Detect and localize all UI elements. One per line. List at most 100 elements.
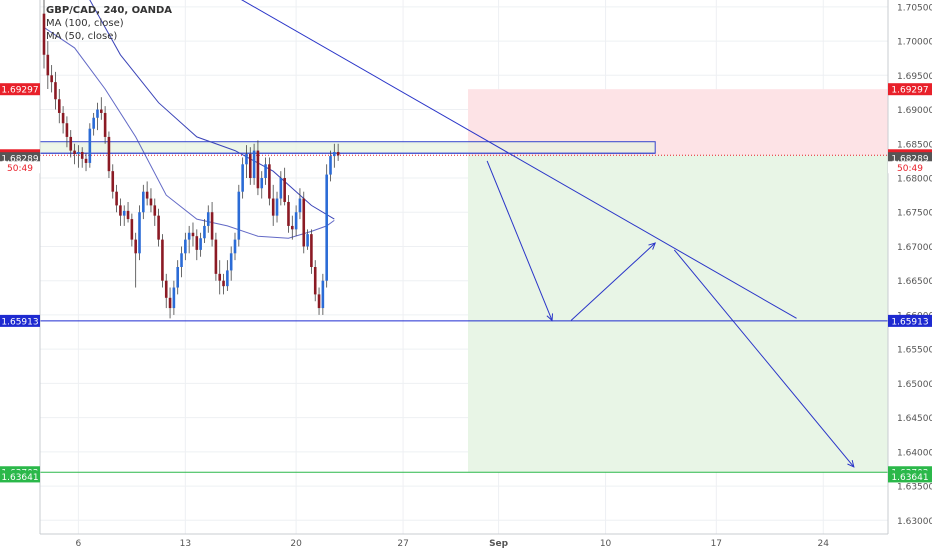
candle-up (245, 154, 248, 165)
candle-down (46, 54, 50, 76)
x-tick-label: 24 (818, 539, 830, 549)
countdown-tag-left (0, 161, 40, 174)
candle-down (271, 198, 275, 216)
projection-arrow-line (570, 242, 656, 321)
candle-up (321, 280, 325, 309)
candle-down (134, 239, 137, 254)
y-tick-label: 1.70500 (897, 3, 932, 13)
candle-down (210, 212, 214, 240)
candle-down (153, 205, 157, 216)
profit-target-zone (468, 155, 888, 473)
countdown-text-right: 50:49 (897, 164, 923, 174)
candle-down (214, 239, 218, 274)
projection-arrow-head (648, 242, 657, 250)
candle-down (65, 123, 69, 137)
y-tick-label: 1.63000 (897, 517, 932, 527)
projection-arrow-head (847, 459, 855, 468)
candle-down (100, 109, 103, 113)
price-tag-text-right: 1.68289 (891, 155, 928, 165)
legend-ma100: MA (100, close) (46, 18, 124, 29)
candle-up (241, 164, 244, 192)
candle-up (180, 253, 183, 267)
candle-up (329, 156, 332, 175)
descending-trendline (241, 0, 797, 319)
candle-down (54, 82, 57, 100)
candle-down (287, 201, 290, 226)
candle-up (77, 151, 80, 155)
candle-down (73, 150, 76, 155)
axes: 1.63000 1.63500 1.64000 1.64500 1.65000 1.655… (39, 0, 932, 549)
x-tick-label: 10 (600, 539, 612, 549)
candle-down (195, 236, 199, 250)
candle-down (130, 219, 134, 240)
candle-down (84, 158, 88, 163)
candle-down (291, 225, 294, 230)
y-tick-label: 1.69000 (897, 106, 932, 116)
candle-down (42, 13, 46, 55)
legend-ma50: MA (50, close) (46, 31, 118, 42)
candle-down (248, 154, 252, 178)
price-tag-left (0, 152, 40, 165)
candle-down (168, 297, 172, 309)
price-tag-text-left: 1.68289 (1, 155, 38, 165)
countdown-tag-right (888, 161, 932, 174)
candle-down (218, 273, 222, 281)
price-tag-text-right: 1.69297 (891, 86, 928, 96)
candle-down (256, 150, 260, 189)
y-tick-label: 1.64500 (897, 414, 932, 424)
candle-down (111, 171, 115, 192)
price-tag-right (888, 314, 932, 327)
countdown-text-left: 50:49 (7, 164, 33, 174)
price-tag-text-right: 1.63641 (891, 473, 928, 483)
price-tag-text-left: 1.63641 (1, 473, 38, 483)
horizontal-levels (40, 152, 888, 473)
candle-down (222, 280, 225, 287)
candle-up (203, 225, 206, 239)
x-tick-label: 17 (711, 539, 722, 549)
candle-up (260, 178, 264, 189)
price-tag-text-left: 1.69297 (1, 86, 38, 96)
price-labels: 1.683321.683321.682891.682891.692971.692… (0, 83, 932, 483)
x-tick-label: 27 (397, 539, 408, 549)
y-tick-label: 1.65500 (897, 346, 932, 356)
candle-down (164, 280, 168, 298)
candle-up (226, 270, 229, 287)
x-tick-label: 6 (76, 539, 82, 549)
candle-down (61, 112, 65, 124)
candle-up (333, 151, 336, 157)
candles (42, 0, 340, 319)
candle-down (119, 205, 122, 216)
candle-up (138, 212, 141, 254)
candle-up (176, 267, 179, 288)
legend-symbol: GBP/CAD, 240, OANDA (46, 5, 173, 16)
y-tick-label: 1.64000 (897, 448, 932, 458)
projection-arrow-line (673, 249, 855, 468)
candle-up (206, 212, 210, 226)
candle-down (50, 75, 53, 83)
price-tag-right (888, 83, 932, 96)
price-tag-left (0, 314, 40, 327)
x-tick-label: Sep (489, 539, 509, 549)
ma100-line (89, 0, 335, 220)
y-tick-label: 1.70000 (897, 38, 932, 48)
candle-down (115, 191, 118, 206)
candle-down (313, 267, 317, 295)
candle-up (294, 212, 298, 230)
y-tick-label: 1.66500 (897, 277, 932, 287)
candle-up (298, 198, 302, 213)
candle-down (336, 151, 340, 156)
legend: GBP/CAD, 240, OANDA MA (100, close) MA (… (46, 4, 172, 43)
position-zones (39, 89, 888, 473)
candle-down (145, 191, 149, 199)
projection-arrow-line (486, 160, 553, 321)
x-tick-label: 13 (180, 539, 191, 549)
projection-arrow-head (546, 313, 554, 322)
y-tick-label: 1.63500 (897, 483, 932, 493)
candle-up (275, 198, 279, 216)
candle-down (157, 215, 160, 240)
candle-down (69, 136, 73, 151)
candle-down (57, 99, 61, 113)
price-tag-left (0, 83, 40, 96)
